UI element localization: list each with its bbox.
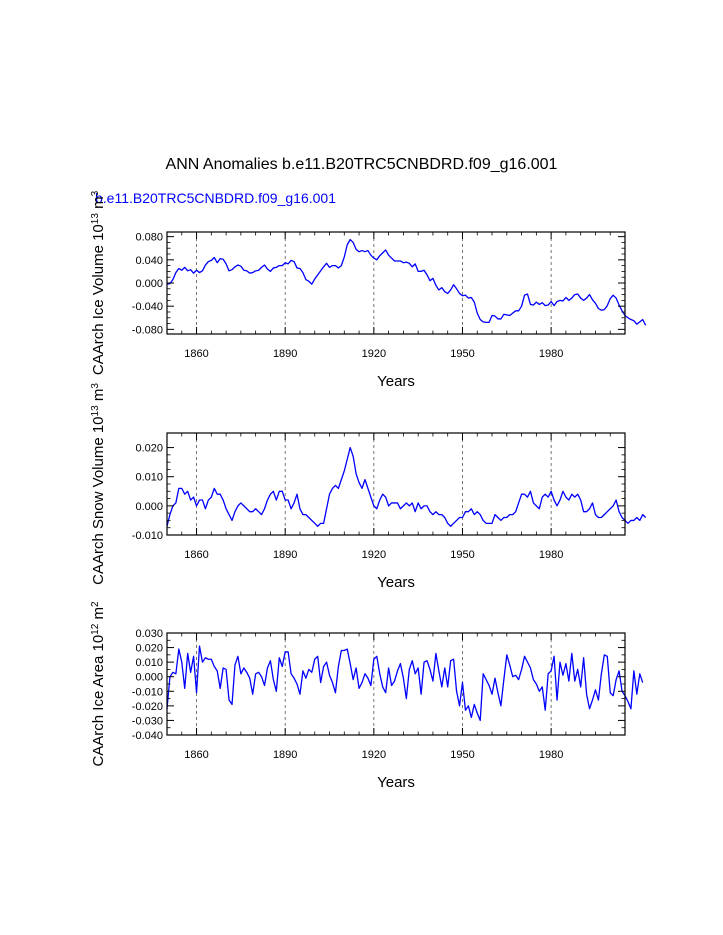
ice-volume-x-tick-label: 1920 bbox=[362, 348, 386, 360]
ice-volume-plot-frame bbox=[166, 231, 626, 335]
ice-area-y-tick-label: -0.030 bbox=[132, 715, 163, 727]
snow-volume-x-tick-label: 1980 bbox=[539, 549, 563, 561]
ice-area-series-line bbox=[166, 645, 644, 722]
ice-area-x-tick-label: 1860 bbox=[184, 749, 208, 761]
ice-area-y-tick-label: 0.010 bbox=[135, 657, 163, 669]
ice-volume-x-tick-label: 1860 bbox=[184, 348, 208, 360]
snow-volume-y-tick-label: 0.000 bbox=[135, 501, 163, 513]
page-title: ANN Anomalies b.e11.B20TRC5CNBDRD.f09_g1… bbox=[165, 156, 558, 173]
ice-volume-x-axis-title: Years bbox=[377, 373, 415, 390]
ice-volume-x-tick-label: 1950 bbox=[450, 348, 474, 360]
ice-area-y-tick-label: 0.030 bbox=[135, 628, 163, 640]
snow-volume-x-tick-label: 1890 bbox=[273, 549, 297, 561]
ice-area-x-tick-label: 1980 bbox=[539, 749, 563, 761]
ice-area-x-tick-label: 1950 bbox=[450, 749, 474, 761]
ice-volume-y-axis-title: CAArch Ice Volume 1013 m3 bbox=[90, 190, 108, 375]
ice-area-x-axis-title: Years bbox=[377, 774, 415, 791]
snow-volume-y-axis-title: CAArch Snow Volume 1013 m3 bbox=[90, 383, 108, 585]
ice-volume-y-tick-label: 0.080 bbox=[135, 232, 163, 244]
ice-volume-y-tick-label: -0.080 bbox=[132, 324, 163, 336]
snow-volume-y-tick-label: 0.020 bbox=[135, 443, 163, 455]
snow-volume-x-tick-label: 1950 bbox=[450, 549, 474, 561]
snow-volume-y-tick-label: -0.010 bbox=[132, 530, 163, 542]
case-label: b.e11.B20TRC5CNBDRD.f09_g16.001 bbox=[95, 190, 336, 206]
ice-area-y-tick-label: -0.040 bbox=[132, 730, 163, 742]
snow-volume-x-tick-label: 1920 bbox=[362, 549, 386, 561]
ice-area-y-tick-label: 0.020 bbox=[135, 643, 163, 655]
snow-volume-series-line bbox=[166, 446, 647, 527]
ice-volume-x-tick-label: 1890 bbox=[273, 348, 297, 360]
snow-volume-plot-frame bbox=[166, 432, 626, 536]
ice-volume-x-tick-label: 1980 bbox=[539, 348, 563, 360]
ice-volume-panel: 1860 1890 1920 1950 1980 -0.080 -0.040 0.000 0.0… bbox=[90, 190, 647, 390]
ice-area-x-tick-label: 1890 bbox=[273, 749, 297, 761]
ice-area-panel: 1860 1890 1920 1950 1980 -0.040 -0.030 -0.020 -0… bbox=[90, 601, 644, 791]
snow-volume-x-tick-label: 1860 bbox=[184, 549, 208, 561]
snow-volume-panel: 1860 1890 1920 1950 1980 -0.010 0.000 0.010 0.02… bbox=[90, 383, 647, 591]
ice-area-y-tick-label: 0.000 bbox=[135, 672, 163, 684]
ice-volume-y-tick-label: 0.040 bbox=[135, 255, 163, 267]
ice-area-y-tick-label: -0.020 bbox=[132, 701, 163, 713]
ice-volume-y-tick-label: -0.040 bbox=[132, 301, 163, 313]
snow-volume-y-tick-label: 0.010 bbox=[135, 472, 163, 484]
ice-area-y-axis-title: CAArch Ice Area 1012 m2 bbox=[90, 601, 108, 767]
ice-area-x-tick-label: 1920 bbox=[362, 749, 386, 761]
snow-volume-x-axis-title: Years bbox=[377, 574, 415, 591]
ice-volume-series-line bbox=[166, 238, 647, 326]
ice-area-y-tick-label: -0.010 bbox=[132, 686, 163, 698]
ice-volume-y-tick-label: 0.000 bbox=[135, 278, 163, 290]
